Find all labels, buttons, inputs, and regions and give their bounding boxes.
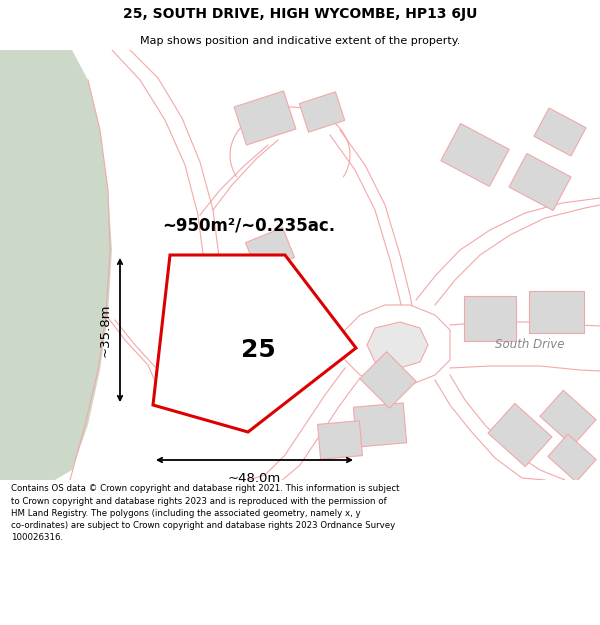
Polygon shape [509, 154, 571, 211]
Text: Contains OS data © Crown copyright and database right 2021. This information is : Contains OS data © Crown copyright and d… [11, 484, 400, 542]
Polygon shape [360, 352, 416, 408]
Text: 25: 25 [241, 338, 275, 362]
Polygon shape [367, 322, 428, 368]
Polygon shape [529, 291, 583, 333]
Text: ~950m²/~0.235ac.: ~950m²/~0.235ac. [162, 216, 335, 234]
Polygon shape [299, 92, 345, 132]
Text: 25, SOUTH DRIVE, HIGH WYCOMBE, HP13 6JU: 25, SOUTH DRIVE, HIGH WYCOMBE, HP13 6JU [123, 7, 477, 21]
Text: ~35.8m: ~35.8m [99, 303, 112, 357]
Polygon shape [534, 108, 586, 156]
Text: South Drive: South Drive [495, 338, 565, 351]
Text: ~48.0m: ~48.0m [228, 472, 281, 485]
Polygon shape [317, 421, 362, 459]
Polygon shape [441, 124, 509, 186]
Polygon shape [0, 50, 112, 480]
Polygon shape [345, 305, 450, 385]
Text: Map shows position and indicative extent of the property.: Map shows position and indicative extent… [140, 36, 460, 46]
Polygon shape [234, 91, 296, 145]
Polygon shape [353, 403, 407, 447]
Polygon shape [488, 403, 552, 467]
Polygon shape [464, 296, 516, 341]
Polygon shape [153, 255, 356, 432]
Polygon shape [548, 434, 596, 482]
Polygon shape [540, 390, 596, 446]
Polygon shape [245, 228, 295, 272]
